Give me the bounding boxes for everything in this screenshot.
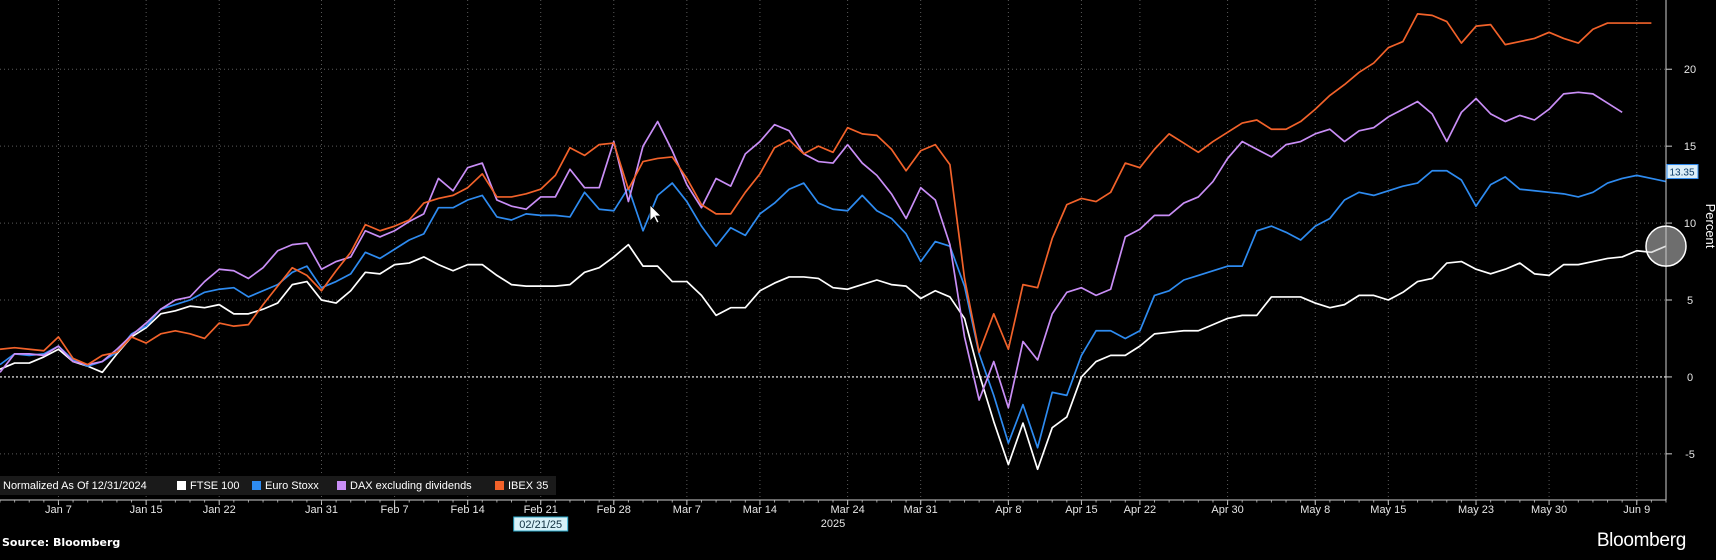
- legend-swatch-0: [177, 481, 186, 490]
- x-tick-label: Feb 21: [524, 504, 558, 516]
- x-tick-label: Mar 24: [830, 504, 864, 516]
- legend-swatch-1: [252, 481, 261, 490]
- overlays: 02/21/25 13.35 Normalized As Of 12/31/2024…: [0, 164, 1699, 532]
- series-line-0: [0, 243, 1667, 471]
- last-value-tag: [1666, 164, 1699, 180]
- brand-logo: Bloomberg: [1596, 530, 1686, 551]
- x-tick-label: Feb 28: [597, 504, 631, 516]
- last-value-label: 13.35: [1669, 168, 1694, 179]
- y-tick-label: 20: [1684, 64, 1696, 76]
- y-tick-label: 5: [1687, 295, 1693, 307]
- legend: Normalized As Of 12/31/2024 FTSE 100 Euro …: [0, 476, 556, 495]
- y-tick-label: 10: [1684, 218, 1696, 230]
- legend-label-0: FTSE 100: [190, 480, 240, 492]
- y-tick-label: 15: [1684, 141, 1696, 153]
- legend-normalized-label: Normalized As Of 12/31/2024: [3, 480, 147, 492]
- x-tick-label: Apr 22: [1124, 504, 1156, 516]
- y-tick-label: 0: [1687, 372, 1693, 384]
- x-tick-label: May 30: [1531, 504, 1567, 516]
- series-line-1: [0, 169, 1667, 449]
- x-tick-label: Apr 30: [1211, 504, 1243, 516]
- x-tick-label: Mar 14: [743, 504, 777, 516]
- series-line-2: [0, 91, 1623, 409]
- crosshair-date-label: 02/21/25: [519, 519, 562, 531]
- x-tick-label: Feb 7: [381, 504, 409, 516]
- x-tick-label: Feb 14: [451, 504, 485, 516]
- legend-label-3: IBEX 35: [508, 480, 548, 492]
- series-line-3: [0, 13, 1652, 366]
- x-tick-label: Mar 7: [673, 504, 701, 516]
- cursor-pointer-icon: [649, 204, 662, 224]
- crosshair-date-box: [513, 516, 569, 532]
- legend-background: [0, 476, 556, 495]
- x-year-label: 2025: [821, 518, 845, 530]
- x-tick-label: Jun 9: [1623, 504, 1650, 516]
- x-tick-label: Jan 15: [130, 504, 163, 516]
- x-tick-label: Apr 8: [995, 504, 1021, 516]
- legend-label-1: Euro Stoxx: [265, 480, 319, 492]
- x-tick-label: Jan 7: [45, 504, 72, 516]
- highlight-circle: [1645, 225, 1687, 267]
- legend-swatch-3: [495, 481, 504, 490]
- x-tick-label: Mar 31: [904, 504, 938, 516]
- x-tick-label: May 23: [1458, 504, 1494, 516]
- x-tick-label: Jan 22: [203, 504, 236, 516]
- y-tick-label: -5: [1685, 449, 1695, 461]
- x-tick-label: May 8: [1300, 504, 1330, 516]
- x-tick-label: May 15: [1370, 504, 1406, 516]
- grid: [0, 0, 1666, 500]
- axes: -5 0 5 10 15 20 Jan 7 Jan 15 Jan 22 Jan 31 Feb 7 Fe…: [0, 0, 1716, 530]
- legend-swatch-2: [337, 481, 346, 490]
- source-note: Source: Bloomberg: [2, 536, 121, 549]
- x-tick-label: Jan 31: [305, 504, 338, 516]
- y-axis-title: Percent: [1703, 204, 1716, 249]
- series-lines: [0, 13, 1667, 471]
- x-tick-label: Apr 15: [1065, 504, 1097, 516]
- legend-label-2: DAX excluding dividends: [350, 480, 472, 492]
